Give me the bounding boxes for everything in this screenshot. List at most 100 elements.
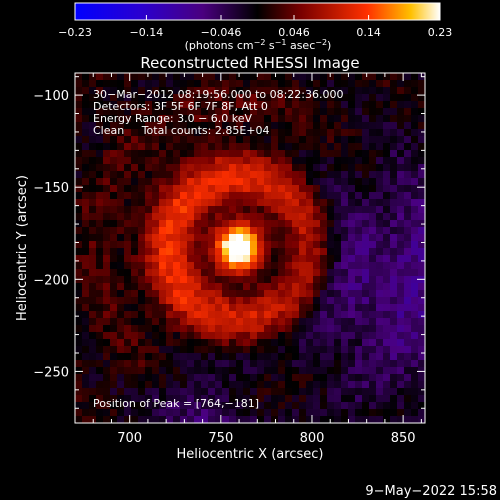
heatmap-cell [348,178,356,186]
heatmap-cell [166,283,174,291]
heatmap-cell [250,325,258,333]
heatmap-cell [271,220,279,228]
heatmap-cell [404,80,412,88]
heatmap-cell [299,269,307,277]
heatmap-cell [341,171,349,179]
heatmap-cell [110,262,118,270]
heatmap-cell [306,395,314,403]
heatmap-cell [383,304,391,312]
heatmap-cell [383,283,391,291]
heatmap-cell [187,122,195,130]
heatmap-cell [145,199,153,207]
heatmap-cell [271,311,279,319]
heatmap-cell [124,409,132,417]
heatmap-cell [82,311,90,319]
heatmap-cell [320,150,328,158]
heatmap-cell [285,150,293,158]
heatmap-cell [180,185,188,193]
heatmap-cell [110,297,118,305]
heatmap-cell [173,178,181,186]
heatmap-cell [369,409,377,417]
heatmap-cell [110,290,118,298]
heatmap-cell [411,143,419,151]
heatmap-cell [390,122,398,130]
heatmap-cell [404,122,412,130]
heatmap-cell [138,262,146,270]
heatmap-cell [187,199,195,207]
heatmap-cell [369,290,377,298]
heatmap-cell [138,87,146,95]
heatmap-cell [285,311,293,319]
heatmap-cell [236,178,244,186]
heatmap-cell [341,73,349,81]
heatmap-cell [75,213,83,221]
heatmap-cell [327,346,335,354]
heatmap-cell [75,318,83,326]
heatmap-cell [138,164,146,172]
heatmap-cell [82,178,90,186]
heatmap-cell [194,360,202,368]
heatmap-cell [173,129,181,137]
heatmap-cell [306,402,314,410]
heatmap-cell [348,136,356,144]
heatmap-cell [208,220,216,228]
heatmap-cell [264,241,272,249]
heatmap-cell [397,339,405,347]
heatmap-cell [180,192,188,200]
heatmap-cell [208,129,216,137]
heatmap-cell [89,136,97,144]
heatmap-cell [299,129,307,137]
heatmap-cell [334,381,342,389]
heatmap-cell [313,171,321,179]
heatmap-cell [131,143,139,151]
heatmap-cell [383,234,391,242]
heatmap-cell [180,346,188,354]
heatmap-cell [180,101,188,109]
heatmap-cell [152,353,160,361]
heatmap-cell [334,185,342,193]
heatmap-cell [124,290,132,298]
heatmap-cell [138,276,146,284]
heatmap-cell [292,199,300,207]
heatmap-cell [264,220,272,228]
heatmap-cell [117,164,125,172]
heatmap-cell [362,108,370,116]
heatmap-cell [82,87,90,95]
heatmap-cell [264,311,272,319]
heatmap-cell [89,325,97,333]
heatmap-cell [159,346,167,354]
heatmap-cell [341,199,349,207]
heatmap-cell [243,332,251,340]
heatmap-cell [292,367,300,375]
heatmap-cell [138,402,146,410]
heatmap-cell [152,94,160,102]
heatmap-cell [320,304,328,312]
heatmap-cell [103,157,111,165]
heatmap-cell [376,416,384,424]
heatmap-cell [355,255,363,263]
heatmap-cell [145,73,153,81]
heatmap-cell [250,311,258,319]
heatmap-cell [411,101,419,109]
heatmap-cell [229,178,237,186]
heatmap-cell [292,409,300,417]
heatmap-cell [383,318,391,326]
heatmap-cell [299,171,307,179]
heatmap-cell [110,416,118,424]
heatmap-cell [187,143,195,151]
heatmap-cell [187,108,195,116]
heatmap-cell [313,360,321,368]
heatmap-cell [257,227,265,235]
heatmap-cell [131,269,139,277]
heatmap-cell [264,346,272,354]
heatmap-cell [187,416,195,424]
heatmap-cell [96,353,104,361]
heatmap-cell [180,353,188,361]
heatmap-cell [376,227,384,235]
heatmap-cell [334,416,342,424]
heatmap-cell [250,164,258,172]
heatmap-cell [229,311,237,319]
heatmap-cell [208,143,216,151]
heatmap-cell [285,108,293,116]
heatmap-cell [75,234,83,242]
